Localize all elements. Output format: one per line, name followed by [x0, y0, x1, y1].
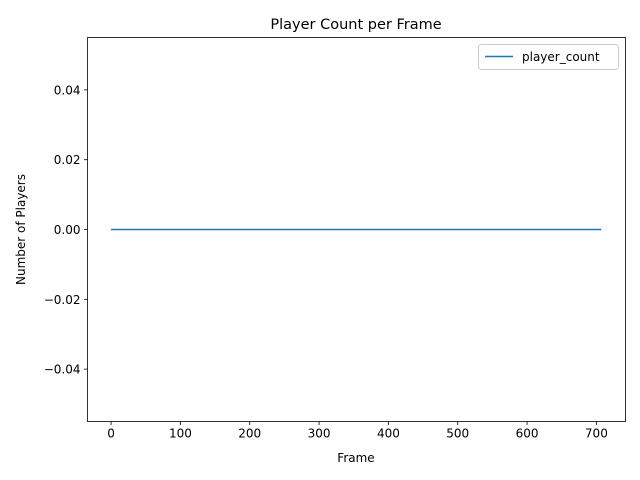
x-tick-label: 500	[446, 427, 469, 441]
y-tick-label: 0.00	[54, 223, 81, 237]
y-tick-label: 0.02	[54, 153, 81, 167]
legend-label: player_count	[522, 50, 600, 64]
legend: player_count	[478, 44, 619, 70]
x-tick-label: 0	[107, 427, 115, 441]
x-axis-ticks: 0 100 200 300 400 500 600 700	[107, 421, 608, 441]
x-tick-label: 400	[377, 427, 400, 441]
x-tick-label: 200	[238, 427, 261, 441]
y-tick-label: −0.02	[44, 293, 81, 307]
x-tick-label: 300	[308, 427, 331, 441]
y-tick-label: −0.04	[44, 363, 81, 377]
y-axis-ticks: −0.04 −0.02 0.00 0.02 0.04	[44, 83, 88, 377]
x-tick-label: 600	[516, 427, 539, 441]
chart-title: Player Count per Frame	[270, 17, 441, 33]
legend-box	[478, 44, 619, 70]
y-tick-label: 0.04	[54, 83, 81, 97]
x-tick-label: 700	[585, 427, 608, 441]
y-axis-label: Number of Players	[14, 174, 28, 285]
plot-frame	[87, 37, 626, 422]
x-axis-label: Frame	[337, 451, 374, 465]
x-tick-label: 100	[169, 427, 192, 441]
